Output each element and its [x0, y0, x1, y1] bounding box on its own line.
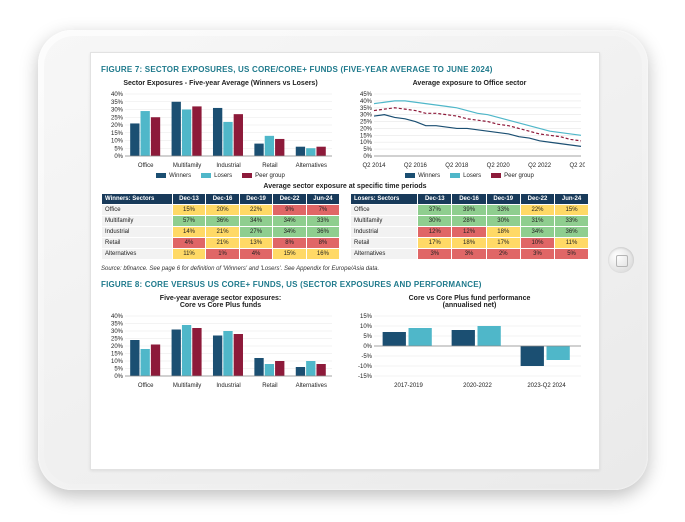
svg-text:0%: 0% — [363, 154, 372, 160]
losers-table-panel: Losers: SectorsDec-13Dec-16Dec-19Dec-22J… — [350, 193, 589, 260]
svg-text:15%: 15% — [360, 314, 373, 320]
svg-text:30%: 30% — [111, 329, 124, 335]
svg-text:Q2 2014: Q2 2014 — [362, 163, 386, 169]
fig7-line-chart: 0%5%10%15%20%25%30%35%40%45% Q2 2014 Q2 20… — [350, 90, 585, 170]
svg-text:40%: 40% — [360, 99, 373, 105]
svg-text:Retail: Retail — [262, 163, 277, 169]
fig7-bar-title: Sector Exposures - Five-year Average (Wi… — [101, 80, 340, 87]
svg-text:Office: Office — [138, 163, 154, 169]
svg-text:0%: 0% — [363, 344, 372, 350]
svg-text:20%: 20% — [360, 126, 373, 132]
svg-text:10%: 10% — [360, 140, 373, 146]
svg-text:2023-Q2 2024: 2023-Q2 2024 — [527, 383, 566, 389]
svg-text:25%: 25% — [360, 120, 373, 126]
svg-text:5%: 5% — [114, 367, 123, 373]
fig7-bar-chart: 0% 5%10% 15% 20% 25%30% 35% 40% Office Multifami… — [101, 90, 336, 170]
svg-text:25%: 25% — [111, 337, 124, 343]
svg-text:10%: 10% — [111, 359, 124, 365]
fig8-bar-chart: 0%5% 10%15% 20%25% 30%35% 40% Office Multifami… — [101, 312, 336, 390]
svg-text:25%: 25% — [111, 115, 124, 121]
svg-text:-5%: -5% — [361, 354, 372, 360]
svg-text:35%: 35% — [111, 322, 124, 328]
fig8-bar-title: Five-year average sector exposures:Core … — [101, 295, 340, 309]
svg-text:10%: 10% — [360, 324, 373, 330]
svg-text:5%: 5% — [114, 146, 123, 152]
fig8-bar-panel: Five-year average sector exposures:Core … — [101, 295, 340, 390]
fig7-bar-legend: WinnersLosersPeer group — [101, 173, 340, 179]
winners-table-panel: Winners: SectorsDec-13Dec-16Dec-19Dec-22… — [101, 193, 340, 260]
tablet-home-button[interactable] — [608, 247, 634, 273]
svg-text:Multifamily: Multifamily — [173, 163, 201, 169]
svg-text:40%: 40% — [111, 92, 124, 98]
svg-text:15%: 15% — [111, 352, 124, 358]
fig8-perf-panel: Core vs Core Plus fund performance(annua… — [350, 295, 589, 390]
svg-text:35%: 35% — [111, 100, 124, 106]
fig8-perf-chart: -15% -10% -5% 0% 5% 10% 15% 2017-2019 2020-2022 2… — [350, 312, 585, 390]
svg-text:45%: 45% — [360, 92, 373, 98]
fig7-line-legend: WinnersLosersPeer group — [350, 173, 589, 179]
svg-text:2017-2019: 2017-2019 — [394, 383, 423, 389]
tablet-frame: { "figure7": { "title": "FIGURE 7: SECTO… — [38, 30, 648, 490]
svg-text:35%: 35% — [360, 106, 373, 112]
svg-text:Q2 2022: Q2 2022 — [528, 163, 552, 169]
fig7-tables-title: Average sector exposure at specific time… — [101, 183, 589, 190]
svg-text:Q2 2018: Q2 2018 — [445, 163, 469, 169]
svg-text:15%: 15% — [111, 131, 124, 137]
fig8-perf-title: Core vs Core Plus fund performance(annua… — [350, 295, 589, 309]
page-content: { "figure7": { "title": "FIGURE 7: SECTO… — [101, 61, 589, 461]
svg-text:20%: 20% — [111, 344, 124, 350]
svg-text:Alternatives: Alternatives — [296, 163, 327, 169]
svg-text:Industrial: Industrial — [216, 163, 240, 169]
svg-text:Retail: Retail — [262, 383, 277, 389]
svg-text:0%: 0% — [114, 374, 123, 380]
svg-text:40%: 40% — [111, 314, 124, 320]
figure-7-title: FIGURE 7: SECTOR EXPOSURES, US CORE/CORE… — [101, 65, 589, 74]
svg-text:0%: 0% — [114, 154, 123, 160]
svg-text:20%: 20% — [111, 123, 124, 129]
svg-text:Q2 2020: Q2 2020 — [487, 163, 511, 169]
svg-text:-10%: -10% — [358, 364, 373, 370]
svg-text:30%: 30% — [111, 108, 124, 114]
winners-table: Winners: SectorsDec-13Dec-16Dec-19Dec-22… — [101, 193, 340, 260]
svg-text:Industrial: Industrial — [216, 383, 240, 389]
svg-text:Office: Office — [138, 383, 154, 389]
svg-text:Q2 2024: Q2 2024 — [569, 163, 585, 169]
figure-7-source: Source: bfinance. See page 6 for definit… — [101, 266, 589, 272]
svg-text:5%: 5% — [363, 147, 372, 153]
svg-text:-15%: -15% — [358, 374, 373, 380]
svg-text:10%: 10% — [111, 139, 124, 145]
svg-text:30%: 30% — [360, 113, 373, 119]
svg-text:Q2 2016: Q2 2016 — [404, 163, 428, 169]
svg-text:Multifamily: Multifamily — [173, 383, 201, 389]
fig7-line-title: Average exposure to Office sector — [350, 80, 589, 87]
svg-text:Alternatives: Alternatives — [296, 383, 327, 389]
fig7-bar-panel: Sector Exposures - Five-year Average (Wi… — [101, 80, 340, 179]
fig7-line-panel: Average exposure to Office sector 0%5%10… — [350, 80, 589, 179]
svg-text:5%: 5% — [363, 334, 372, 340]
document-screen: { "figure7": { "title": "FIGURE 7: SECTO… — [90, 52, 600, 470]
svg-text:15%: 15% — [360, 133, 373, 139]
losers-table: Losers: SectorsDec-13Dec-16Dec-19Dec-22J… — [350, 193, 589, 260]
svg-text:2020-2022: 2020-2022 — [463, 383, 492, 389]
figure-8-title: FIGURE 8: CORE VERSUS US CORE+ FUNDS, US… — [101, 280, 589, 289]
